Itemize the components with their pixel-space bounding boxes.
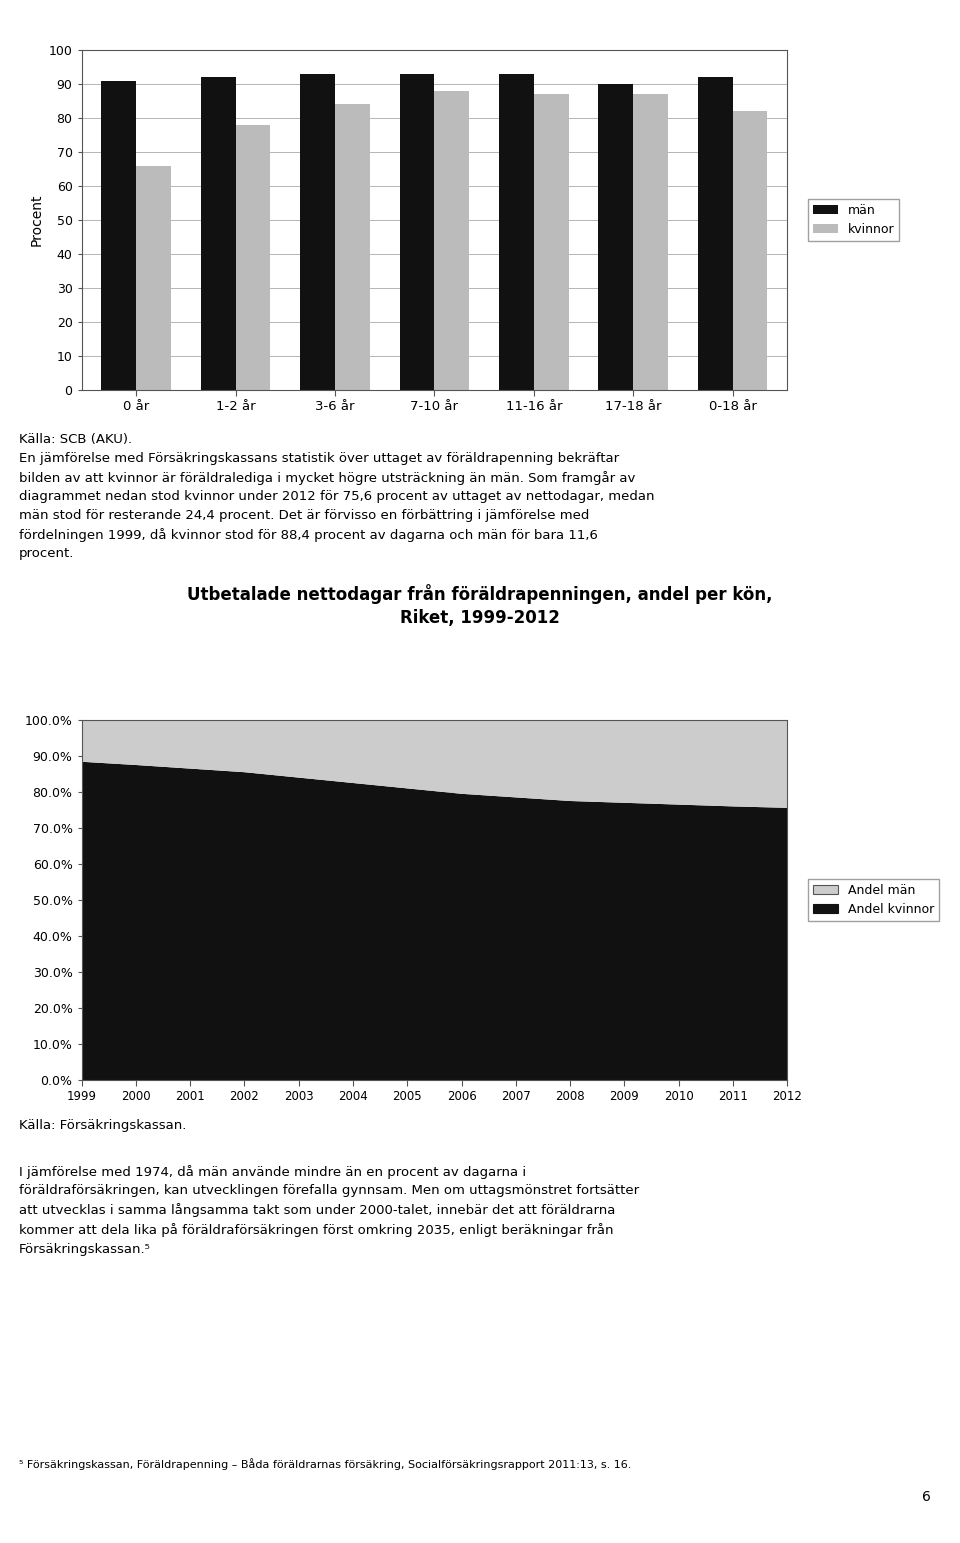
Text: 6: 6 — [923, 1491, 931, 1504]
Bar — [534, 94, 568, 390]
Text: En jämförelse med Försäkringskassans statistik över uttaget av föräldrapenning b: En jämförelse med Försäkringskassans sta… — [19, 452, 655, 560]
Bar — [102, 80, 136, 390]
Text: Utbetalade nettodagar från föräldrapenningen, andel per kön,
Riket, 1999-2012: Utbetalade nettodagar från föräldrapenni… — [187, 583, 773, 628]
Bar — [399, 74, 434, 390]
Text: I jämförelse med 1974, då män använde mindre än en procent av dagarna i
föräldra: I jämförelse med 1974, då män använde mi… — [19, 1165, 639, 1256]
Bar — [335, 105, 370, 390]
Bar — [201, 77, 235, 390]
Y-axis label: Procent: Procent — [29, 194, 43, 247]
Bar — [235, 125, 271, 390]
Legend: Andel män, Andel kvinnor: Andel män, Andel kvinnor — [807, 880, 939, 921]
Bar — [434, 91, 469, 390]
Legend: män, kvinnor: män, kvinnor — [807, 199, 900, 241]
Text: Källa: Försäkringskassan.: Källa: Försäkringskassan. — [19, 1119, 186, 1131]
Bar — [698, 77, 732, 390]
Bar — [732, 111, 767, 390]
Bar — [300, 74, 335, 390]
Text: ⁵ Försäkringskassan, Föräldrapenning – Båda föräldrarnas försäkring, Socialförsä: ⁵ Försäkringskassan, Föräldrapenning – B… — [19, 1458, 632, 1470]
Bar — [634, 94, 668, 390]
Bar — [598, 83, 634, 390]
Bar — [499, 74, 534, 390]
Bar — [136, 165, 171, 390]
Text: Källa: SCB (AKU).: Källa: SCB (AKU). — [19, 434, 132, 446]
